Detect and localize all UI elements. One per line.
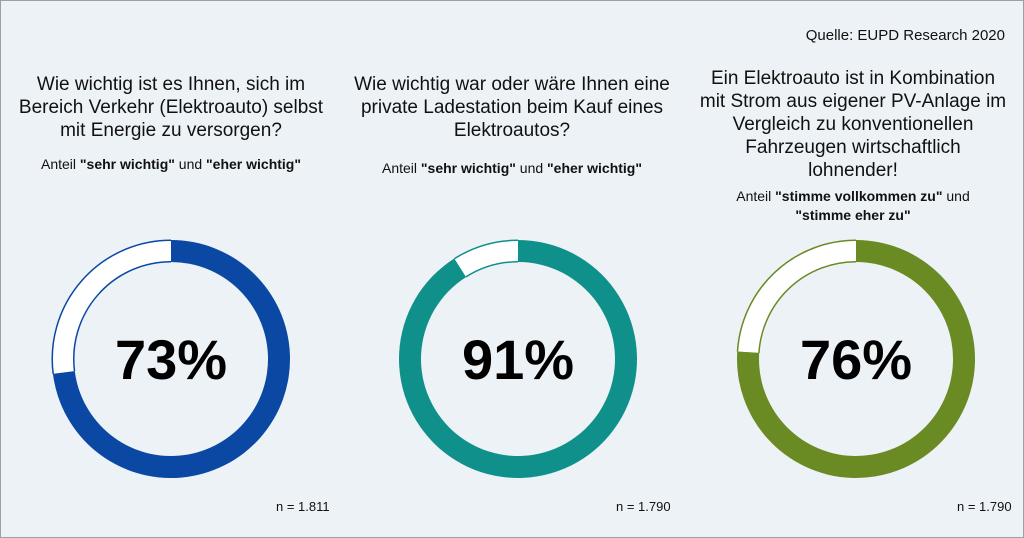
share-term-1: "stimme vollkommen zu" bbox=[775, 188, 943, 204]
sample-size: n = 1.811 bbox=[276, 499, 330, 514]
donut-remainder-segment bbox=[454, 241, 519, 277]
question-line: lohnender! bbox=[808, 160, 898, 181]
percentage-label: 76% bbox=[800, 328, 912, 391]
share-term-2: "eher wichtig" bbox=[547, 160, 642, 176]
question-line: mit Energie zu versorgen? bbox=[60, 120, 282, 141]
share-mid: und bbox=[174, 156, 207, 172]
question-line: Wie wichtig ist es Ihnen, sich im bbox=[36, 74, 306, 95]
share-term-2: "eher wichtig" bbox=[206, 156, 301, 172]
chart-panel-1: Wie wichtig ist es Ihnen, sich im Bereic… bbox=[1, 1, 341, 537]
percentage-label: 91% bbox=[462, 328, 574, 391]
donut-chart: 76% bbox=[736, 239, 976, 479]
question-line: Wie wichtig war oder wäre Ihnen eine bbox=[354, 74, 670, 95]
question-line: Ein Elektroauto ist in Kombination bbox=[710, 68, 996, 89]
share-note: Anteil "stimme vollkommen zu" und "stimm… bbox=[683, 187, 1023, 225]
sample-size: n = 1.790 bbox=[957, 499, 1012, 514]
share-prefix: Anteil bbox=[382, 160, 421, 176]
share-mid: und bbox=[515, 160, 548, 176]
question-text: Wie wichtig war oder wäre Ihnen eine pri… bbox=[342, 73, 682, 142]
sample-size: n = 1.790 bbox=[616, 499, 671, 514]
question-line: private Ladestation beim Kauf eines bbox=[360, 97, 664, 118]
donut-svg: 91% bbox=[399, 239, 637, 478]
donut-svg: 73% bbox=[51, 239, 290, 478]
percentage-label: 73% bbox=[115, 328, 227, 391]
share-term-2: "stimme eher zu" bbox=[795, 207, 911, 223]
question-line: Vergleich zu konventionellen bbox=[732, 114, 974, 135]
chart-panel-2: Wie wichtig war oder wäre Ihnen eine pri… bbox=[342, 1, 682, 537]
share-prefix: Anteil bbox=[41, 156, 80, 172]
question-text: Ein Elektroauto ist in Kombination mit S… bbox=[683, 67, 1023, 182]
question-line: mit Strom aus eigener PV-Anlage im bbox=[699, 91, 1007, 112]
question-line: Fahrzeugen wirtschaftlich bbox=[745, 137, 961, 158]
source-label: Quelle: EUPD Research 2020 bbox=[805, 27, 1005, 44]
donut-chart: 73% bbox=[51, 239, 291, 479]
share-term-1: "sehr wichtig" bbox=[79, 156, 175, 172]
donut-remainder-segment bbox=[738, 241, 857, 354]
donut-remainder-segment bbox=[53, 241, 172, 374]
question-line: Bereich Verkehr (Elektroauto) selbst bbox=[18, 97, 324, 118]
chart-panel-3: Ein Elektroauto ist in Kombination mit S… bbox=[683, 1, 1023, 537]
share-note: Anteil "sehr wichtig" und "eher wichtig" bbox=[342, 159, 682, 178]
share-mid: und bbox=[942, 188, 970, 204]
share-prefix: Anteil bbox=[736, 188, 776, 204]
question-text: Wie wichtig ist es Ihnen, sich im Bereic… bbox=[1, 73, 341, 142]
share-term-1: "sehr wichtig" bbox=[420, 160, 516, 176]
donut-svg: 76% bbox=[736, 239, 975, 478]
question-line: Elektroautos? bbox=[453, 120, 571, 141]
donut-chart: 91% bbox=[398, 239, 638, 479]
share-note: Anteil "sehr wichtig" und "eher wichtig" bbox=[1, 155, 341, 174]
